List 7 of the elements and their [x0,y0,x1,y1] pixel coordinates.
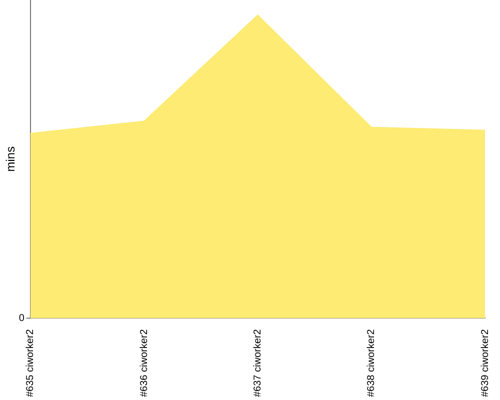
x-tick-label: #636 ciworker2 [138,328,150,397]
x-tick-label: #638 ciworker2 [366,328,378,397]
y-axis-title: mins [4,146,18,172]
x-tick-label: #635 ciworker2 [25,328,36,397]
x-tick-label: #639 ciworker2 [480,328,491,397]
x-tick-label: #637 ciworker2 [252,328,264,397]
text: 0 [18,312,25,324]
